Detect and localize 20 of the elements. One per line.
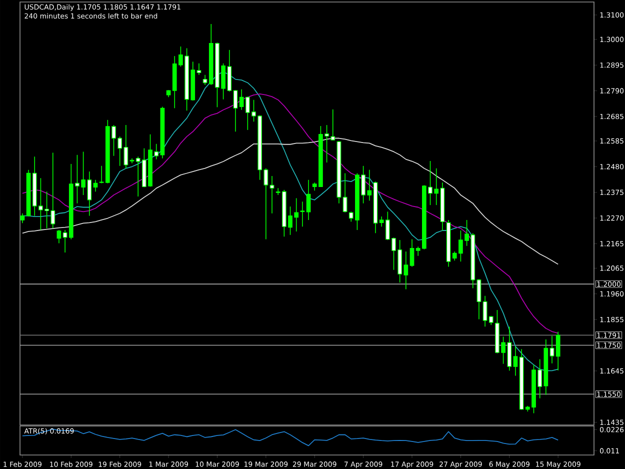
candlestick xyxy=(482,295,488,328)
candlestick xyxy=(233,90,238,132)
candlestick xyxy=(56,230,62,244)
candlestick xyxy=(306,179,311,220)
candlestick xyxy=(20,212,25,224)
candlestick xyxy=(488,315,494,326)
candlestick xyxy=(476,278,482,320)
candlestick xyxy=(202,74,208,86)
candlestick xyxy=(196,63,202,76)
candlestick xyxy=(239,88,244,110)
candlestick xyxy=(270,176,274,214)
candlestick xyxy=(550,336,554,364)
candlestick xyxy=(410,238,414,268)
candlestick xyxy=(300,201,305,227)
candlestick xyxy=(342,172,348,213)
candlestick xyxy=(99,166,104,184)
candlestick xyxy=(379,216,384,227)
candlestick xyxy=(93,179,98,192)
candlestick xyxy=(556,331,560,371)
candlestick xyxy=(513,346,518,376)
